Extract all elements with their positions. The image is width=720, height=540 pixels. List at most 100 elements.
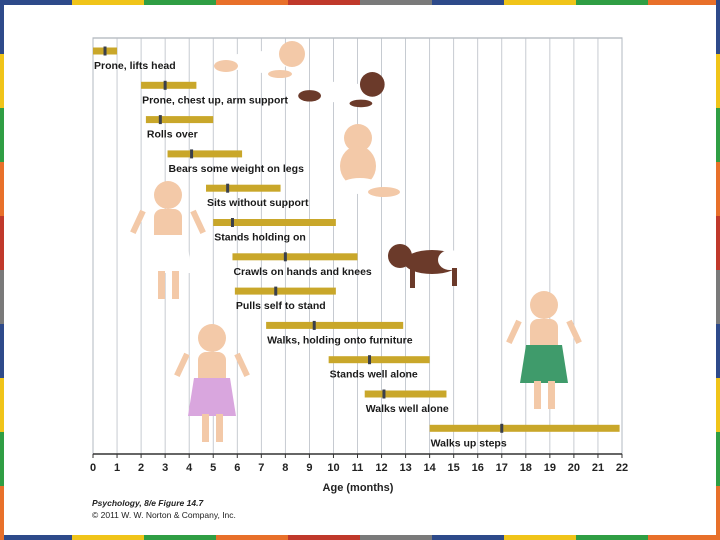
milestone-label: Prone, chest up, arm support [142,94,288,106]
frame-right-segment [716,270,720,324]
milestone-marker [190,149,194,159]
x-tick-label: 11 [352,462,364,474]
boy-illustration [506,291,582,409]
frame-bottom-segment [504,535,576,540]
x-tick-label: 3 [162,462,168,474]
milestone-label: Stands well alone [330,369,418,381]
frame-bottom-segment [72,535,144,540]
milestone-bar [429,424,620,432]
milestone-marker [158,115,162,125]
frame-right-segment [716,54,720,108]
frame-right-segment [716,486,720,540]
frame-left-segment [0,486,4,540]
frame-left-segment [0,378,4,432]
milestone-marker [103,46,107,56]
milestone-bar [141,81,197,89]
milestone-marker [283,252,287,262]
x-tick-label: 0 [90,462,96,474]
milestone-marker [226,183,230,193]
x-tick-label: 15 [448,462,460,474]
frame-top-segment [576,0,648,5]
grid-lines [92,37,623,455]
frame-left-border [0,0,4,540]
x-tick-label: 8 [282,462,288,474]
frame-bottom-segment [576,535,648,540]
frame-top-segment [360,0,432,5]
standing-infant-illustration [130,181,206,299]
frame-bottom-segment [288,535,360,540]
frame-left-segment [0,162,4,216]
x-tick-label: 12 [375,462,387,474]
milestone-bar [167,150,243,158]
frame-left-segment [0,432,4,486]
frame-right-border [716,0,720,540]
x-tick-label: 19 [544,462,556,474]
frame-bottom-segment [648,535,720,540]
frame-top-segment [144,0,216,5]
milestone-bar [328,356,430,364]
x-axis: 0 1 2 3 4 5 6 7 8 9 10 11 12 13 14 15 16 17 18 19 20 21 22 [90,453,628,474]
girl-illustration [174,324,250,442]
milestone-label: Rolls over [147,129,198,141]
x-tick-label: 17 [496,462,508,474]
frame-left-segment [0,216,4,270]
frame-top-segment [0,0,72,5]
frame-top-border [0,0,720,5]
x-tick-label: 13 [399,462,411,474]
milestone-marker [274,286,278,296]
milestone-bar [213,219,336,226]
prone-infant-illustration [214,41,305,78]
frame-right-segment [716,162,720,216]
frame-left-segment [0,54,4,108]
milestone-labels: Prone, lifts head Prone, chest up, arm su… [94,60,507,449]
milestone-label: Pulls self to stand [236,300,326,312]
x-tick-label: 18 [520,462,532,474]
milestone-marker [230,218,234,227]
milestone-marker [500,423,504,433]
frame-top-segment [288,0,360,5]
frame-right-segment [716,0,720,54]
frame-top-segment [648,0,720,5]
crawling-infant-illustration [388,244,462,288]
frame-right-segment [716,108,720,162]
frame-right-segment [716,216,720,270]
milestone-label: Prone, lifts head [94,60,176,72]
milestone-bars [93,46,620,433]
milestone-label: Crawls on hands and knees [233,266,371,278]
milestone-bar [234,287,336,295]
frame-bottom-border [0,535,720,540]
x-tick-label: 22 [616,462,628,474]
milestone-bar [145,116,214,124]
x-tick-label: 4 [186,462,193,474]
milestone-marker [163,80,167,90]
milestone-bar [232,253,358,261]
milestone-label: Walks well alone [366,403,449,415]
frame-left-segment [0,0,4,54]
frame-right-segment [716,378,720,432]
milestone-marker [368,355,372,365]
frame-top-segment [504,0,576,5]
milestone-label: Walks up steps [431,437,507,449]
sitting-infant-illustration [340,124,400,197]
frame-bottom-segment [432,535,504,540]
milestone-label: Sits without support [207,197,309,209]
x-tick-label: 1 [114,462,120,474]
milestone-marker [382,389,386,399]
copyright-line: © 2011 W. W. Norton & Company, Inc. [92,510,236,520]
frame-left-segment [0,108,4,162]
milestone-bar [266,321,404,329]
frame-bottom-segment [0,535,72,540]
x-tick-label: 14 [424,462,437,474]
x-tick-label: 9 [306,462,312,474]
x-tick-label: 2 [138,462,144,474]
x-tick-label: 7 [258,462,264,474]
figure-caption: Psychology, 8/e Figure 14.7 [92,498,204,508]
milestone-marker [312,320,316,330]
x-tick-label: 21 [592,462,604,474]
frame-bottom-segment [144,535,216,540]
frame-top-segment [432,0,504,5]
milestone-bar [364,390,447,398]
milestone-label: Walks, holding onto furniture [267,334,413,346]
frame-top-segment [216,0,288,5]
